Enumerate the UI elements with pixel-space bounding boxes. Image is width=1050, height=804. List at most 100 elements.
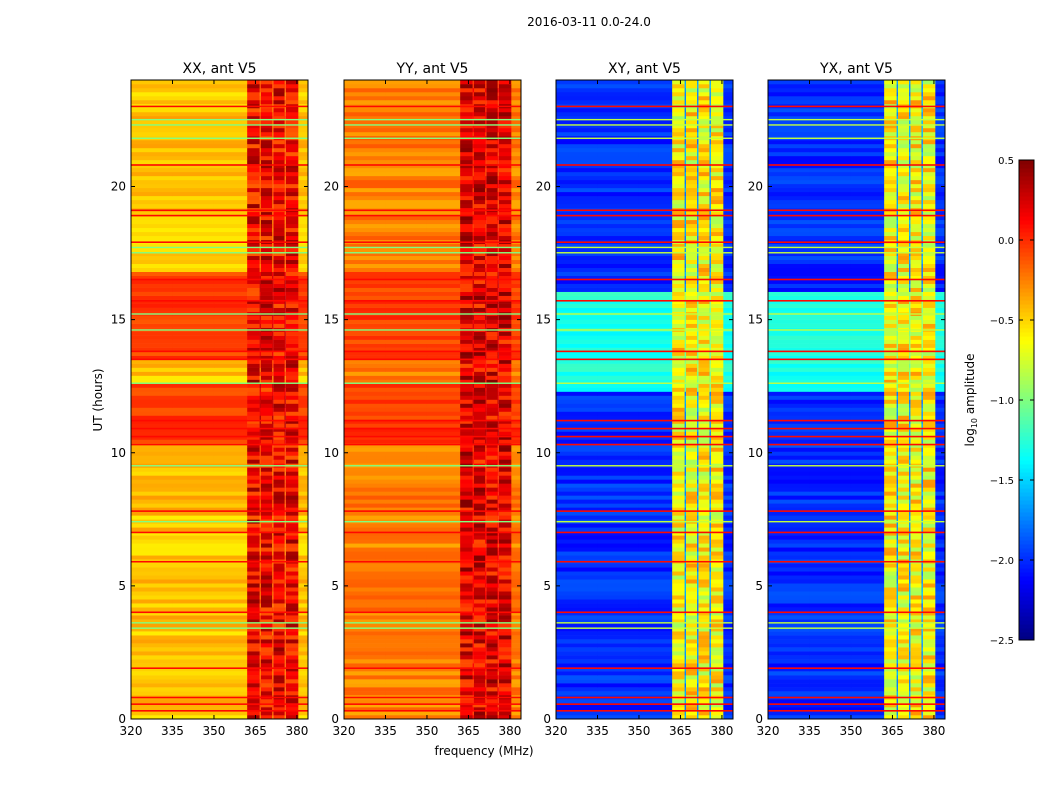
heatmap-cell	[698, 591, 709, 595]
heatmap-cell	[497, 200, 498, 204]
heatmap-cell	[499, 368, 512, 372]
heatmap-cell	[723, 415, 733, 419]
heatmap-cell	[711, 392, 724, 396]
heatmap-cell	[711, 583, 724, 587]
heatmap-cell	[672, 304, 685, 308]
heatmap-cell	[286, 316, 299, 320]
heatmap-cell	[486, 439, 497, 443]
heatmap-cell	[214, 583, 247, 587]
heatmap-cell	[486, 384, 497, 388]
heatmap-cell	[272, 659, 273, 663]
heatmap-cell	[260, 407, 261, 411]
heatmap-cell	[499, 176, 512, 180]
heatmap-cell	[272, 579, 273, 583]
heatmap-cell	[711, 603, 724, 607]
rfi-line-low	[344, 521, 521, 522]
heatmap-cell	[723, 555, 733, 559]
heatmap-cell	[698, 563, 709, 567]
heatmap-cell	[344, 296, 386, 300]
heatmap-cell	[272, 192, 273, 196]
heatmap-cell	[286, 180, 299, 184]
heatmap-cell	[473, 523, 474, 527]
heatmap-cell	[709, 316, 710, 320]
heatmap-cell	[131, 551, 173, 555]
heatmap-cell	[511, 431, 521, 435]
heatmap-cell	[427, 176, 460, 180]
heatmap-cell	[672, 503, 685, 507]
heatmap-cell	[214, 196, 247, 200]
heatmap-cell	[261, 555, 272, 559]
heatmap-cell	[172, 679, 214, 683]
heatmap-cell	[556, 264, 598, 268]
heatmap-cell	[286, 364, 299, 368]
heatmap-cell	[344, 675, 386, 679]
heatmap-cell	[698, 403, 709, 407]
heatmap-cell	[686, 503, 697, 507]
heatmap-cell	[473, 699, 474, 703]
heatmap-cell	[709, 451, 710, 455]
heatmap-cell	[131, 392, 173, 396]
heatmap-cell	[511, 336, 521, 340]
heatmap-cell	[685, 551, 686, 555]
heatmap-cell	[711, 344, 724, 348]
heatmap-cell	[172, 407, 214, 411]
heatmap-cell	[273, 439, 284, 443]
heatmap-cell	[344, 567, 386, 571]
heatmap-cell	[286, 503, 299, 507]
heatmap-cell	[344, 84, 386, 88]
heatmap-cell	[499, 599, 512, 603]
heatmap-cell	[709, 268, 710, 272]
heatmap-cell	[385, 515, 427, 519]
heatmap-cell	[686, 288, 697, 292]
heatmap-cell	[473, 571, 474, 575]
heatmap-cell	[344, 160, 386, 164]
heatmap-cell	[261, 447, 272, 451]
heatmap-cell	[685, 635, 686, 639]
heatmap-cell	[260, 248, 261, 252]
heatmap-cell	[272, 575, 273, 579]
rfi-line-low	[344, 465, 521, 466]
heatmap-cell	[131, 128, 173, 132]
heatmap-cell	[214, 551, 247, 555]
heatmap-cell	[474, 120, 485, 124]
heatmap-cell	[344, 643, 386, 647]
heatmap-cell	[685, 256, 686, 260]
heatmap-cell	[385, 172, 427, 176]
heatmap-cell	[172, 635, 214, 639]
heatmap-cell	[385, 128, 427, 132]
heatmap-cell	[486, 515, 497, 519]
heatmap-cell	[131, 675, 173, 679]
heatmap-cell	[385, 595, 427, 599]
heatmap-cell	[686, 615, 697, 619]
heatmap-cell	[427, 372, 460, 376]
heatmap-cell	[427, 192, 460, 196]
heatmap-cell	[511, 491, 521, 495]
heatmap-cell	[247, 372, 260, 376]
heatmap-cell	[486, 152, 497, 156]
heatmap-cell	[273, 336, 284, 340]
heatmap-cell	[260, 651, 261, 655]
heatmap-cell	[497, 88, 498, 92]
heatmap-cell	[385, 455, 427, 459]
heatmap-cell	[344, 144, 386, 148]
heatmap-cell	[686, 304, 697, 308]
x-tick-label: 320	[120, 724, 143, 738]
heatmap-cell	[260, 128, 261, 132]
heatmap-cell	[597, 392, 639, 396]
heatmap-cell	[273, 220, 284, 224]
heatmap-cell	[131, 547, 173, 551]
heatmap-cell	[486, 487, 497, 491]
heatmap-cell	[473, 92, 474, 96]
heatmap-cell	[723, 563, 733, 567]
heatmap-cell	[385, 400, 427, 404]
heatmap-cell	[272, 639, 273, 643]
heatmap-cell	[697, 495, 698, 499]
heatmap-cell	[298, 284, 308, 288]
heatmap-cell	[499, 228, 512, 232]
heatmap-cell	[286, 603, 299, 607]
heatmap-cell	[499, 511, 512, 515]
heatmap-cell	[473, 527, 474, 531]
heatmap-cell	[298, 100, 308, 104]
heatmap-cell	[485, 539, 486, 543]
heatmap-cell	[473, 583, 474, 587]
